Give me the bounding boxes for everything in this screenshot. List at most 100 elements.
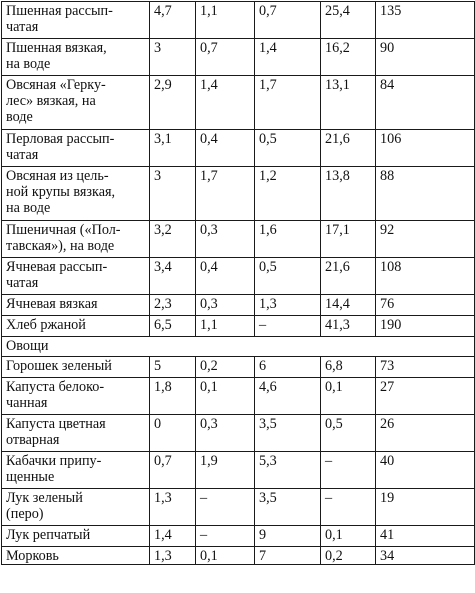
kcal-cell: 90 xyxy=(375,38,475,76)
fiber-cell: 6 xyxy=(254,356,321,378)
kcal-cell: 19 xyxy=(375,488,475,526)
product-name-cell: Морковь xyxy=(1,546,150,565)
product-name-line: тавская»), на воде xyxy=(6,238,115,254)
product-name-cell: Кабачки припу-щенные xyxy=(1,451,150,489)
product-name-line: Хлеб ржаной xyxy=(6,317,86,333)
fiber-cell: 4,6 xyxy=(254,377,321,415)
fat-cell: 0,1 xyxy=(195,546,255,565)
carbs-cell: 0,5 xyxy=(320,414,376,452)
kcal-cell: 108 xyxy=(375,257,475,295)
section-row: Овощи xyxy=(1,336,475,357)
table-row: Пшеничная («Пол-тавская»), на воде 3,2 0,3… xyxy=(1,220,475,258)
carbs-cell: – xyxy=(320,488,376,526)
protein-cell: 3,2 xyxy=(149,220,196,258)
kcal-cell: 40 xyxy=(375,451,475,489)
kcal-cell: 92 xyxy=(375,220,475,258)
fiber-cell: 5,3 xyxy=(254,451,321,489)
kcal-cell: 73 xyxy=(375,356,475,378)
product-name-line: Капуста белоко- xyxy=(6,379,105,395)
fiber-cell: 9 xyxy=(254,525,321,547)
fat-cell: 0,1 xyxy=(195,377,255,415)
protein-cell: 5 xyxy=(149,356,196,378)
fat-cell: 1,1 xyxy=(195,1,255,39)
kcal-cell: 41 xyxy=(375,525,475,547)
fat-cell: 0,2 xyxy=(195,356,255,378)
product-name-line: щенные xyxy=(6,469,55,485)
fat-cell: 1,7 xyxy=(195,166,255,221)
product-name-line: Пшенная рассып- xyxy=(6,3,113,19)
kcal-cell: 76 xyxy=(375,294,475,316)
protein-cell: 6,5 xyxy=(149,315,196,337)
protein-cell: 2,3 xyxy=(149,294,196,316)
table-row: Капуста белоко-чанная 1,8 0,1 4,6 0,1 27 xyxy=(1,377,475,415)
product-name-cell: Пшенная рассып-чатая xyxy=(1,1,150,39)
carbs-cell: – xyxy=(320,451,376,489)
product-name-line: на воде xyxy=(6,56,51,72)
product-name-cell: Перловая рассып-чатая xyxy=(1,129,150,167)
product-name-cell: Ячневая вязкая xyxy=(1,294,150,316)
table-row: Морковь 1,3 0,1 7 0,2 34 xyxy=(1,546,475,565)
table-row: Хлеб ржаной 6,5 1,1–41,3 190 xyxy=(1,315,475,337)
fiber-cell: – xyxy=(254,315,321,337)
protein-cell: 1,3 xyxy=(149,488,196,526)
product-name-line: Пшенная вязкая, xyxy=(6,40,107,56)
product-name-line: Овощи xyxy=(6,338,49,354)
section-title: Овощи xyxy=(1,336,475,357)
product-name-cell: Овсяная из цель-ной крупы вязкая, на воде xyxy=(1,166,150,221)
product-name-line: (перо) xyxy=(6,506,44,522)
product-name-line: Морковь xyxy=(6,548,59,564)
kcal-cell: 27 xyxy=(375,377,475,415)
carbs-cell: 41,3 xyxy=(320,315,376,337)
kcal-cell: 34 xyxy=(375,546,475,565)
table-row: Капуста цветная отварная 0 0,3 3,5 0,5 26 xyxy=(1,414,475,452)
protein-cell: 3,4 xyxy=(149,257,196,295)
fat-cell: 0,3 xyxy=(195,414,255,452)
fiber-cell: 0,7 xyxy=(254,1,321,39)
protein-cell: 0 xyxy=(149,414,196,452)
fiber-cell: 1,3 xyxy=(254,294,321,316)
product-name-line: отварная xyxy=(6,432,60,448)
protein-cell: 3 xyxy=(149,166,196,221)
product-name-cell: Пшенная вязкая, на воде xyxy=(1,38,150,76)
product-name-line: на воде xyxy=(6,200,51,216)
table-row: Лук репчатый 1,4–9 0,1 41 xyxy=(1,525,475,547)
fiber-cell: 1,2 xyxy=(254,166,321,221)
product-name-cell: Ячневая рассып-чатая xyxy=(1,257,150,295)
fat-cell: 1,4 xyxy=(195,75,255,130)
carbs-cell: 6,8 xyxy=(320,356,376,378)
nutrition-table: Пшенная рассып-чатая 4,7 1,1 0,7 25,4 135 Пшен… xyxy=(1,1,475,565)
carbs-cell: 0,2 xyxy=(320,546,376,565)
table-row: Перловая рассып-чатая 3,1 0,4 0,5 21,6 106 xyxy=(1,129,475,167)
product-name-cell: Лук зеленый (перо) xyxy=(1,488,150,526)
product-name-cell: Овсяная «Герку-лес» вязкая, на воде xyxy=(1,75,150,130)
product-name-line: ной крупы вязкая, xyxy=(6,184,116,200)
fiber-cell: 3,5 xyxy=(254,488,321,526)
fiber-cell: 1,7 xyxy=(254,75,321,130)
kcal-cell: 135 xyxy=(375,1,475,39)
protein-cell: 1,3 xyxy=(149,546,196,565)
fat-cell: – xyxy=(195,488,255,526)
product-name-cell: Лук репчатый xyxy=(1,525,150,547)
protein-cell: 1,4 xyxy=(149,525,196,547)
product-name-line: Перловая рассып- xyxy=(6,131,115,147)
product-name-cell: Капуста белоко-чанная xyxy=(1,377,150,415)
table-row: Горошек зеленый 5 0,2 6 6,8 73 xyxy=(1,356,475,378)
carbs-cell: 21,6 xyxy=(320,129,376,167)
protein-cell: 3,1 xyxy=(149,129,196,167)
fiber-cell: 0,5 xyxy=(254,129,321,167)
carbs-cell: 16,2 xyxy=(320,38,376,76)
fat-cell: 0,4 xyxy=(195,257,255,295)
kcal-cell: 88 xyxy=(375,166,475,221)
product-name-cell: Пшеничная («Пол-тавская»), на воде xyxy=(1,220,150,258)
product-name-line: Овсяная из цель- xyxy=(6,168,109,184)
fat-cell: 1,9 xyxy=(195,451,255,489)
fiber-cell: 1,4 xyxy=(254,38,321,76)
kcal-cell: 84 xyxy=(375,75,475,130)
kcal-cell: 106 xyxy=(375,129,475,167)
carbs-cell: 17,1 xyxy=(320,220,376,258)
fiber-cell: 3,5 xyxy=(254,414,321,452)
protein-cell: 1,8 xyxy=(149,377,196,415)
product-name-line: Овсяная «Герку- xyxy=(6,77,106,93)
table-row: Овсяная из цель-ной крупы вязкая, на воде… xyxy=(1,166,475,221)
carbs-cell: 13,1 xyxy=(320,75,376,130)
